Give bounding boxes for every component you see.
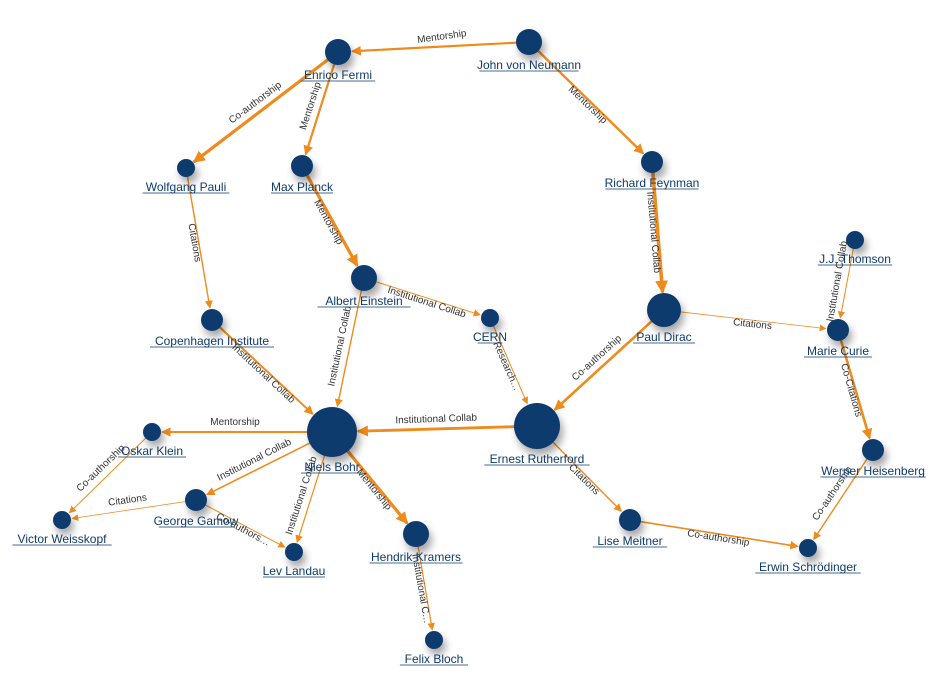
node-label-curie: Marie Curie <box>807 344 869 358</box>
node-label-einstein: Albert Einstein <box>325 294 402 308</box>
node-bohr[interactable] <box>307 407 357 457</box>
edge-label-copenhagen-bohr: Institutional Collab <box>229 342 297 406</box>
edge-label-feynman-dirac: Institutional Collab <box>644 191 662 274</box>
edge-label-meitner-schrodinger: Co-authorship <box>686 528 750 549</box>
edge-label-rutherford-meitner: Citations <box>566 462 601 497</box>
node-dirac[interactable] <box>647 293 681 327</box>
node-pauli[interactable] <box>177 159 195 177</box>
node-label-landau: Lev Landau <box>263 564 326 578</box>
node-einstein[interactable] <box>351 265 377 291</box>
edge-label-fermi-pauli: Co-authorship <box>227 79 284 126</box>
node-label-weisskopf: Victor Weisskopf <box>18 532 108 546</box>
edge-label-vonneumann-fermi: Mentorship <box>417 28 468 46</box>
edge-label-cern-rutherford: Research… <box>490 340 522 393</box>
node-cern[interactable] <box>481 309 499 327</box>
node-label-cern: CERN <box>473 330 507 344</box>
node-copenhagen[interactable] <box>201 309 223 331</box>
edge-label-bohr-kramers: Mentorship <box>354 467 394 513</box>
edge-label-gamow-weisskopf: Citations <box>108 492 148 508</box>
node-label-thomson: J.J. Thomson <box>819 252 891 266</box>
node-label-heisenberg: Werner Heisenberg <box>821 464 925 478</box>
node-weisskopf[interactable] <box>53 511 71 529</box>
node-label-feynman: Richard Feynman <box>605 176 700 190</box>
edge-label-klein-weisskopf: Co-authorship <box>75 442 128 494</box>
edge-label-dirac-rutherford: Co-authorship <box>570 333 624 383</box>
node-schrodinger[interactable] <box>799 539 817 557</box>
node-heisenberg[interactable] <box>862 439 884 461</box>
edge-labels-layer: Mentorship Co-authorship Mentorship Mentors… <box>75 28 864 624</box>
node-fermi[interactable] <box>325 39 351 65</box>
edge-vonneumann-fermi <box>353 43 516 52</box>
node-label-klein: Oskar Klein <box>121 444 183 458</box>
node-label-vonneumann: John von Neumann <box>477 58 581 72</box>
node-label-bloch: Felix Bloch <box>405 652 464 666</box>
node-thomson[interactable] <box>846 231 864 249</box>
node-label-gamow: George Gamow <box>154 514 239 528</box>
edge-label-bohr-klein: Mentorship <box>210 417 260 428</box>
network-graph: Mentorship Co-authorship Mentorship Mentors… <box>0 0 950 691</box>
node-landau[interactable] <box>285 543 303 561</box>
node-label-schrodinger: Erwin Schrödinger <box>759 560 857 574</box>
node-gamow[interactable] <box>185 489 207 511</box>
node-klein[interactable] <box>143 423 161 441</box>
node-meitner[interactable] <box>619 509 641 531</box>
node-labels-layer: Enrico Fermi John von Neumann Wolfgang Pau… <box>12 58 925 666</box>
edge-label-pauli-copenhagen: Citations <box>185 223 203 263</box>
node-vonneumann[interactable] <box>516 29 542 55</box>
node-label-pauli: Wolfgang Pauli <box>146 180 227 194</box>
node-curie[interactable] <box>827 319 849 341</box>
node-label-fermi: Enrico Fermi <box>304 68 372 82</box>
edge-label-dirac-curie: Citations <box>733 317 773 332</box>
node-label-dirac: Paul Dirac <box>636 330 691 344</box>
node-kramers[interactable] <box>403 521 429 547</box>
edge-label-curie-heisenberg: Co-Citations <box>838 362 864 418</box>
node-label-planck: Max Planck <box>271 180 334 194</box>
node-bloch[interactable] <box>425 631 443 649</box>
edge-label-vonneumann-feynman: Mentorship <box>566 84 610 127</box>
node-label-copenhagen: Copenhagen Institute <box>155 334 269 348</box>
edge-rutherford-bohr <box>359 427 514 432</box>
node-label-rutherford: Ernest Rutherford <box>490 452 585 466</box>
node-label-bohr: Niels Bohr <box>304 460 359 474</box>
edge-label-rutherford-bohr: Institutional Collab <box>395 413 477 427</box>
node-label-kramers: Hendrik Kramers <box>371 550 461 564</box>
node-label-meitner: Lise Meitner <box>597 534 662 548</box>
node-rutherford[interactable] <box>514 403 560 449</box>
edge-label-bohr-gamow: Institutional Collab <box>215 437 293 484</box>
edge-label-planck-einstein: Mentorship <box>311 198 345 247</box>
node-planck[interactable] <box>291 155 313 177</box>
node-feynman[interactable] <box>641 151 663 173</box>
